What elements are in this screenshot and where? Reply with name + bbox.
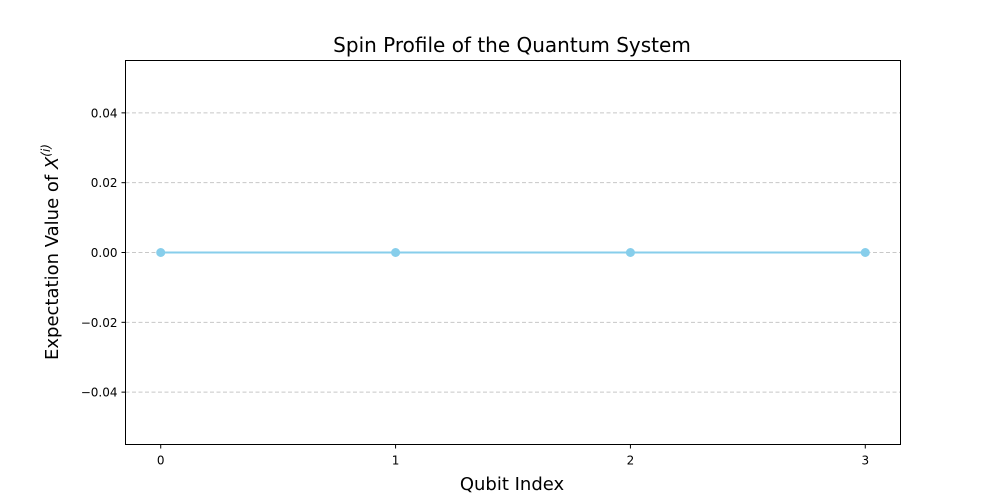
x-tick-label: 1: [392, 454, 400, 468]
y-axis-label-superscript: (i): [39, 144, 53, 157]
y-axis-label-symbol: X: [42, 156, 63, 170]
x-tick-label: 0: [157, 454, 165, 468]
data-point: [391, 248, 401, 257]
y-tick-label: 0.04: [91, 106, 118, 120]
x-tick-label: 2: [627, 454, 635, 468]
series-layer: [156, 248, 870, 257]
data-point: [156, 248, 166, 257]
y-axis-label-main: Expectation Value of: [42, 169, 63, 360]
y-axis-label: Expectation Value of X(i): [39, 144, 63, 360]
y-tick-label: 0.02: [91, 176, 118, 190]
y-tick-label: −0.02: [81, 316, 118, 330]
y-tick-label: −0.04: [81, 386, 118, 400]
data-point: [860, 248, 870, 257]
x-axis: 0 1 2 3: [157, 444, 869, 468]
x-axis-label: Qubit Index: [460, 474, 565, 495]
x-tick-label: 3: [861, 454, 869, 468]
data-point: [625, 248, 635, 257]
y-axis: −0.04 −0.02 0.00 0.02 0.04: [81, 106, 126, 400]
chart-title: Spin Profile of the Quantum System: [333, 33, 691, 57]
y-tick-label: 0.00: [91, 246, 118, 260]
